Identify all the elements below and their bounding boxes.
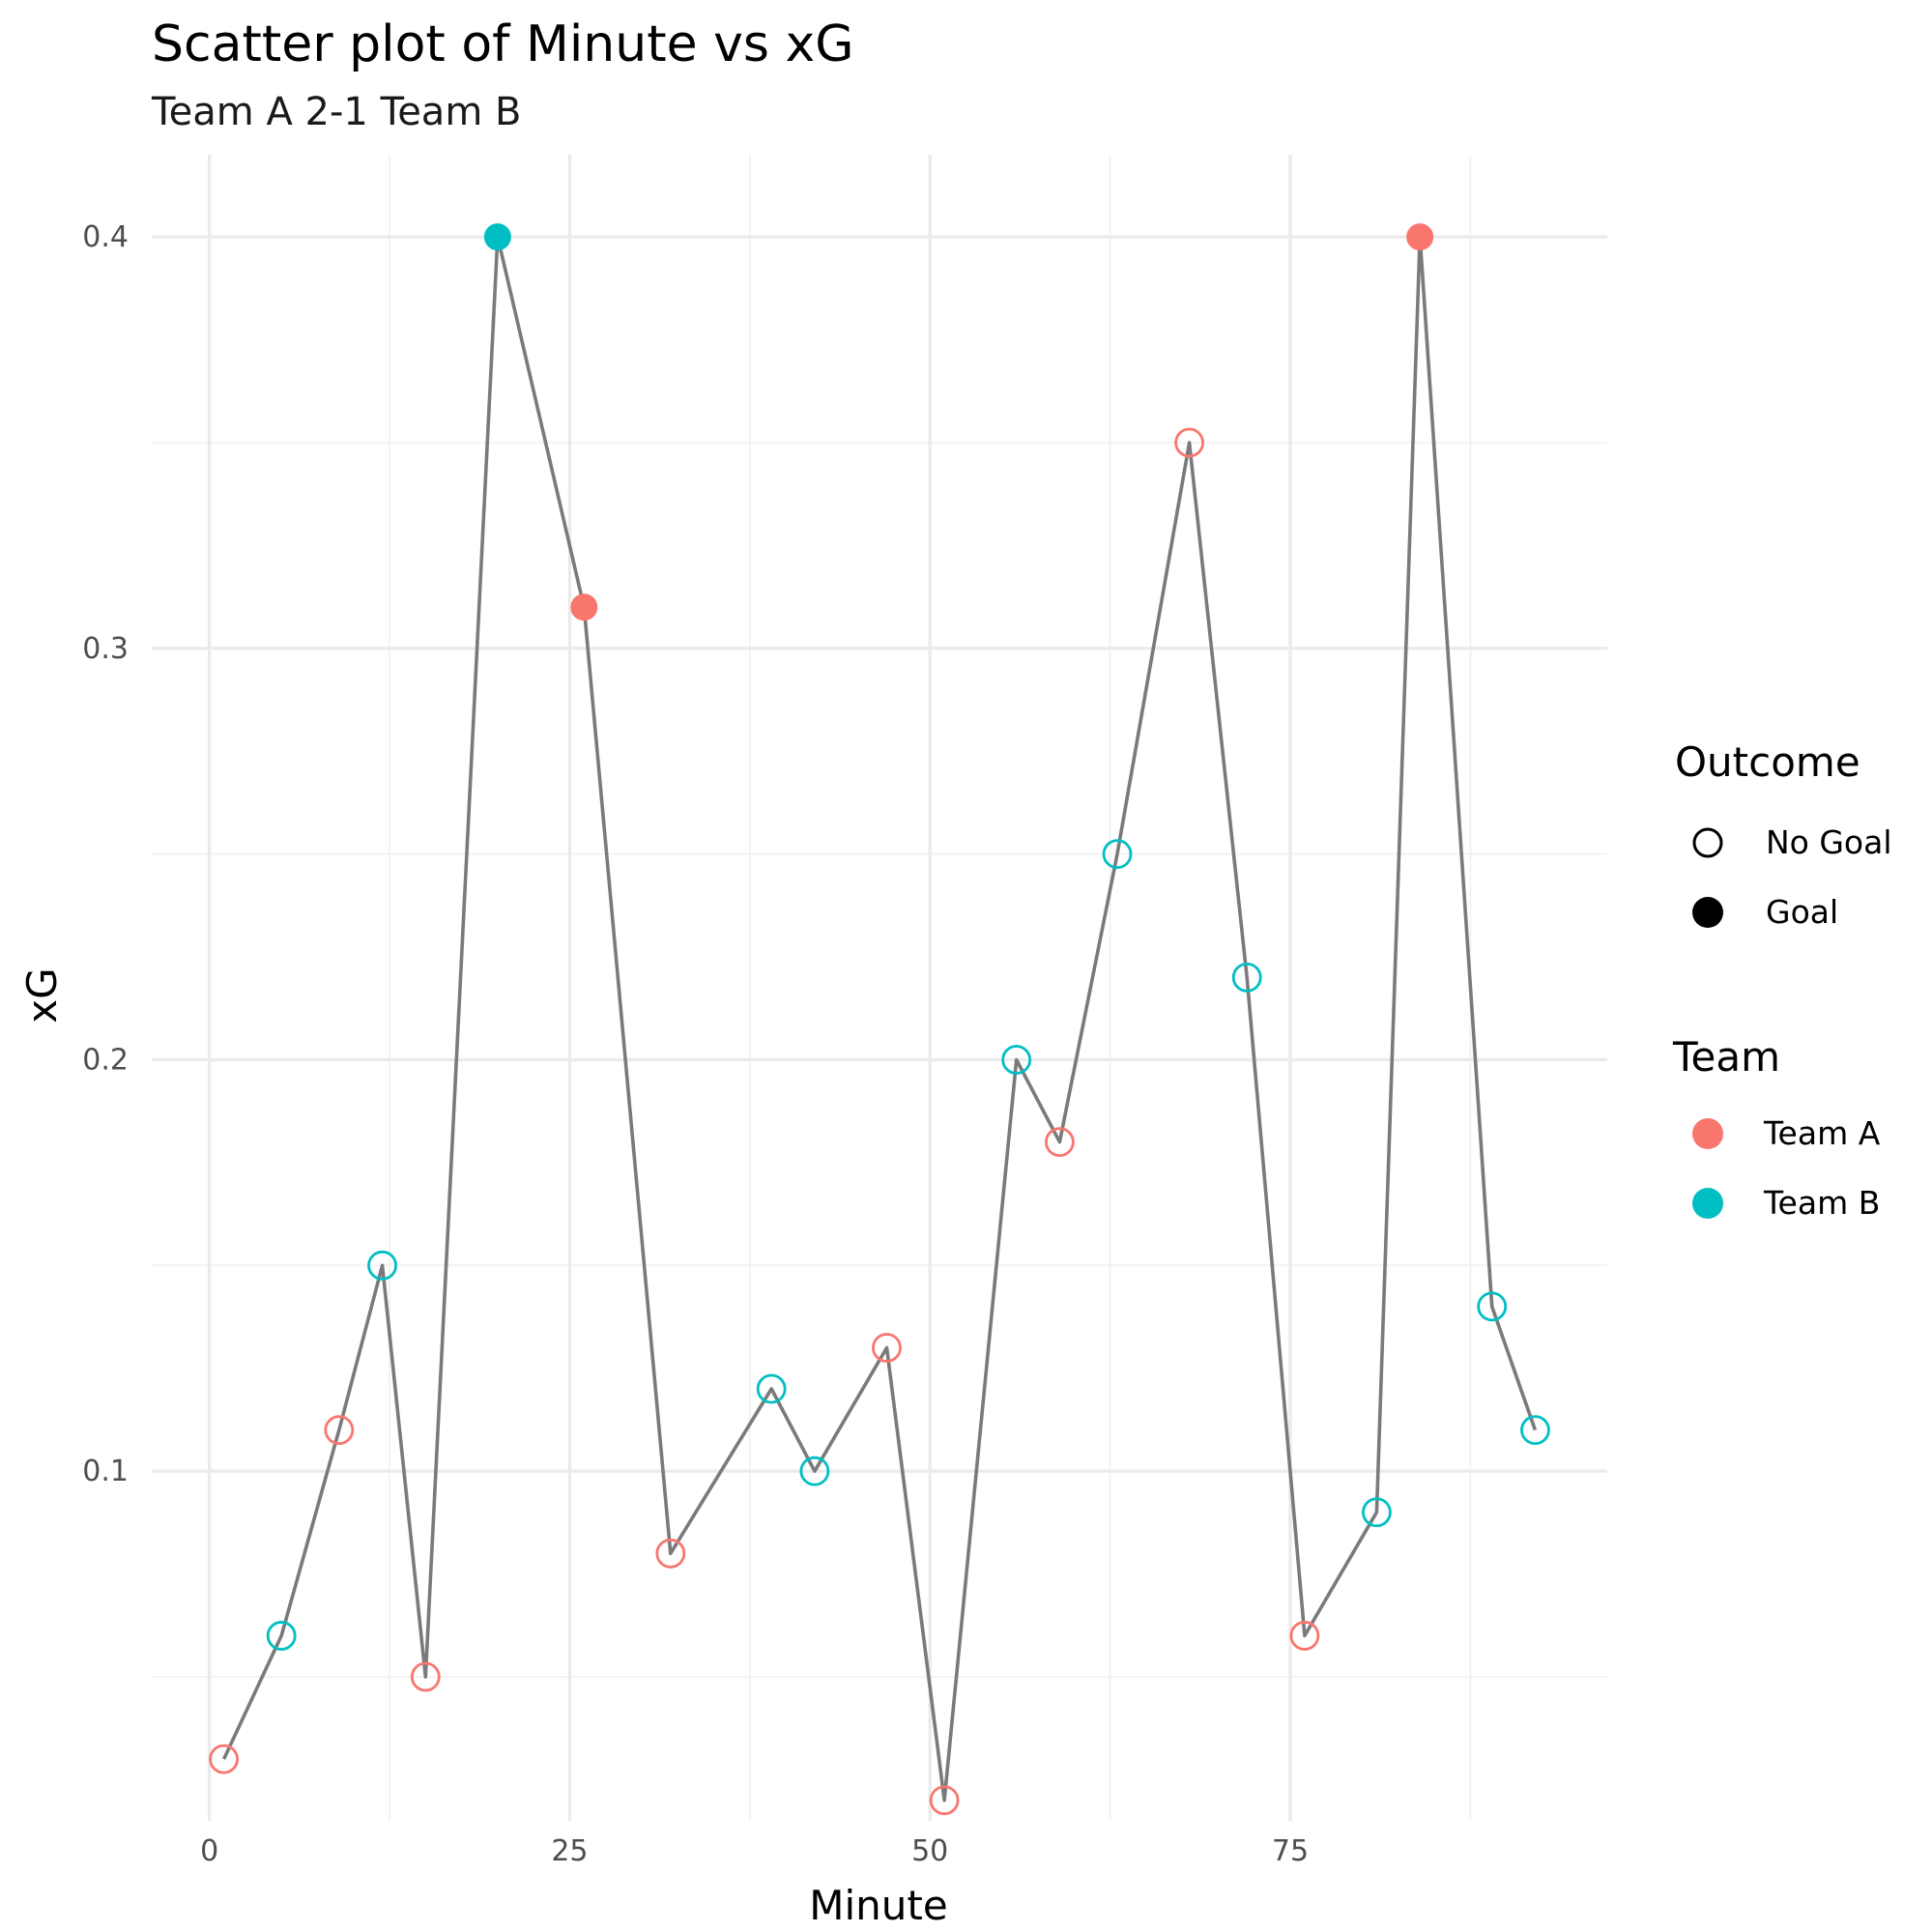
points xyxy=(209,223,1550,1816)
legend-key-goal xyxy=(1692,897,1723,928)
data-point-4 xyxy=(410,1661,441,1692)
data-point-21 xyxy=(1520,1415,1550,1446)
data-point-1 xyxy=(266,1621,297,1651)
y-tick-label-3: 0.4 xyxy=(82,220,129,254)
data-point-6 xyxy=(570,593,598,621)
data-point-8 xyxy=(756,1373,787,1404)
grid xyxy=(152,155,1607,1821)
x-tick-label-0: 0 xyxy=(200,1834,218,1868)
data-point-15 xyxy=(1174,427,1204,458)
legend: Outcome No Goal Goal Team Team A Team B xyxy=(1672,738,1892,1222)
data-point-20 xyxy=(1477,1291,1508,1322)
data-point-9 xyxy=(799,1456,830,1486)
legend-key-team-a xyxy=(1692,1118,1723,1149)
y-axis-title: xG xyxy=(18,967,66,1023)
tick-labels: 0 25 50 75 0.1 0.2 0.3 0.4 xyxy=(82,220,1309,1868)
legend-label-team-a: Team A xyxy=(1763,1114,1881,1152)
data-point-14 xyxy=(1102,839,1133,870)
data-point-10 xyxy=(872,1333,902,1363)
data-point-3 xyxy=(367,1250,397,1281)
data-point-13 xyxy=(1044,1127,1075,1158)
data-point-11 xyxy=(929,1785,960,1816)
data-point-18 xyxy=(1362,1497,1392,1528)
data-point-5 xyxy=(483,223,511,251)
chart-title: Scatter plot of Minute vs xG xyxy=(152,15,854,73)
x-tick-label-2: 50 xyxy=(911,1834,948,1868)
data-point-12 xyxy=(1001,1045,1032,1075)
legend-key-team-b xyxy=(1692,1188,1723,1219)
legend-label-team-b: Team B xyxy=(1763,1184,1880,1222)
legend-key-no-goal xyxy=(1692,827,1723,858)
legend-label-goal: Goal xyxy=(1766,893,1838,931)
legend-title-team: Team xyxy=(1672,1033,1780,1081)
y-tick-label-2: 0.3 xyxy=(82,632,129,666)
legend-title-outcome: Outcome xyxy=(1675,738,1860,786)
x-tick-label-3: 75 xyxy=(1272,1834,1309,1868)
data-point-16 xyxy=(1231,962,1262,993)
y-tick-label-0: 0.1 xyxy=(82,1455,129,1488)
chart-subtitle: Team A 2-1 Team B xyxy=(151,90,521,134)
y-tick-label-1: 0.2 xyxy=(82,1043,129,1077)
x-tick-label-1: 25 xyxy=(551,1834,588,1868)
x-axis-title: Minute xyxy=(809,1882,947,1929)
xg-connecting-line xyxy=(221,235,1538,1802)
data-point-0 xyxy=(209,1744,239,1774)
legend-label-no-goal: No Goal xyxy=(1766,823,1892,861)
data-point-19 xyxy=(1406,223,1434,251)
data-point-2 xyxy=(324,1415,355,1446)
line-layer xyxy=(221,235,1538,1802)
data-point-7 xyxy=(655,1538,686,1569)
data-point-17 xyxy=(1289,1621,1320,1651)
